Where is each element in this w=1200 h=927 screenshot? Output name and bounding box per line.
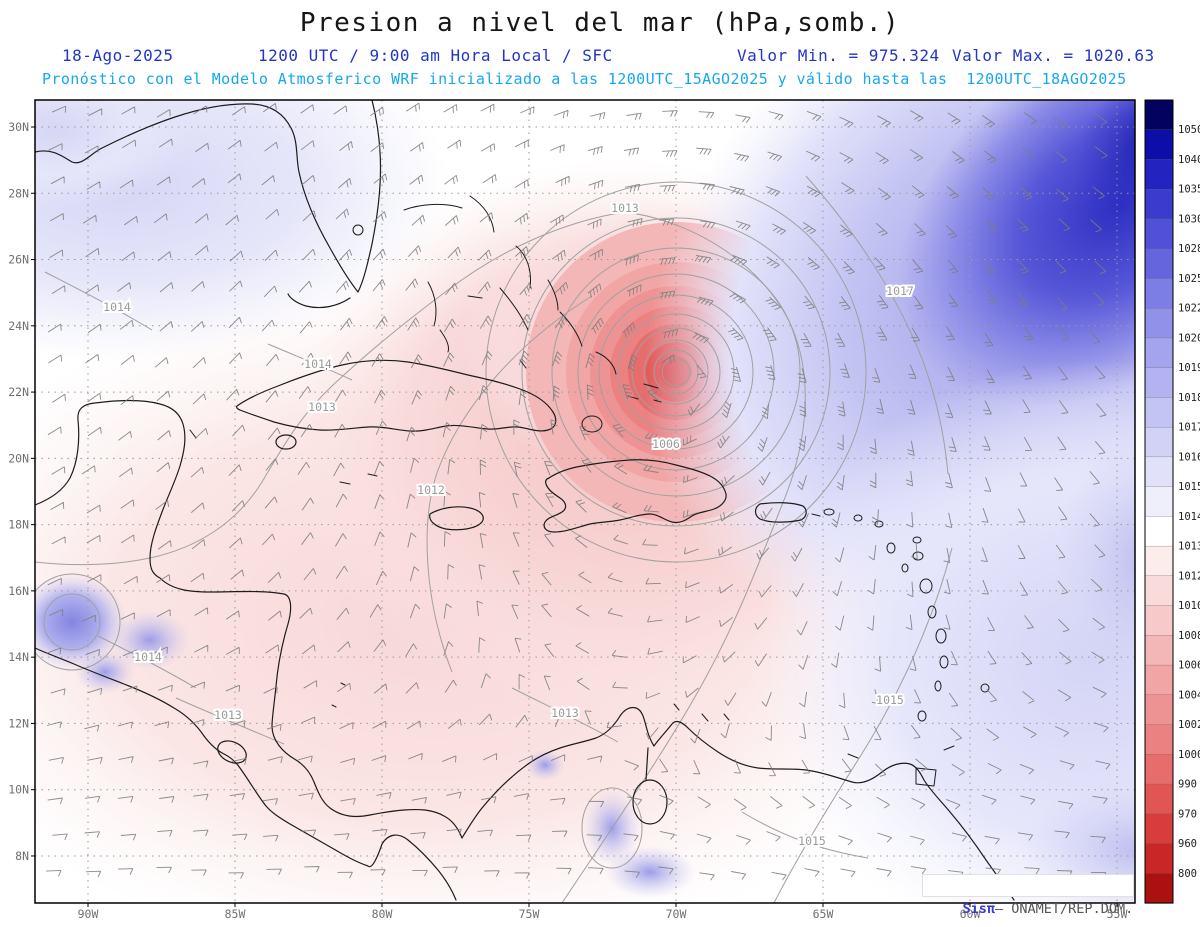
lon-tick-label: 85W [225,907,246,921]
chart-title: Presion a nivel del mar (hPa,somb.) [299,8,901,38]
contour-label: 1015 [876,693,904,707]
wind-barbs [46,102,1111,881]
colorbar: 1050 1040 1035 1030 1028 1025 1022 1020 1019 1018… [1144,99,1200,904]
lon-tick-label: 70W [666,907,687,921]
axis-labels: 90W 85W 80W 75W 70W 65W 60W 55W 30N 28N 26N 24N 22N 2… [8,120,1127,921]
lat-tick-label: 26N [8,253,29,267]
lat-tick-label: 10N [8,783,29,797]
colorbar-tick-label: 1028 [1178,243,1200,255]
contour-label: 1013 [308,400,336,414]
valid-date-label: 18-Ago-2025 [62,46,174,65]
watermark: Sisπ– ONAMET/REP.DOM. [922,874,1134,917]
colorbar-tick-label: 1013 [1178,541,1200,553]
colorbar-tick-label: 1010 [1178,600,1200,612]
coastlines [35,100,1015,901]
lon-tick-label: 55W [1107,907,1128,921]
colorbar-tick-label: 800 [1178,868,1197,880]
colorbar-tick-label: 1002 [1178,719,1200,731]
lat-tick-label: 8N [15,849,29,863]
colorbar-tick-label: 1018 [1178,392,1200,404]
watermark-org: – ONAMET/REP.DOM. [995,901,1134,917]
contour-label: 1017 [886,284,914,298]
contour-label: 1013 [611,201,639,215]
lat-tick-label: 22N [8,385,29,399]
colorbar-tick-label: 990 [1178,779,1197,791]
value-min-label: Valor Min. = 975.324 [737,46,940,65]
lat-tick-label: 14N [8,650,29,664]
contour-label: 1014 [134,650,162,664]
colorbar-tick-label: 1000 [1178,749,1200,761]
watermark-brand: Sisπ [962,901,996,917]
lat-tick-label: 18N [8,518,29,532]
colorbar-tick-label: 1012 [1178,570,1200,582]
colorbar-tick-label: 1004 [1178,689,1200,701]
lat-tick-label: 28N [8,186,29,200]
lat-tick-label: 30N [8,120,29,134]
colorbar-tick-label: 1016 [1178,451,1200,463]
contour-labels: 1013 1017 1014 1014 1013 1006 1012 1014 1013 1013… [101,199,916,850]
contour-label: 1014 [304,357,332,371]
forecast-model-label: Pronóstico con el Modelo Atmosferico WRF… [42,70,1127,88]
lon-tick-label: 60W [960,907,981,921]
lat-tick-label: 16N [8,584,29,598]
colorbar-tick-label: 970 [1178,808,1197,820]
colorbar-tick-label: 960 [1178,838,1197,850]
colorbar-tick-label: 1025 [1178,273,1200,285]
map-border [34,99,1136,904]
contour-label: 1012 [417,483,445,497]
colorbar-tick-label: 1020 [1178,332,1200,344]
lat-tick-label: 20N [8,451,29,465]
colorbar-tick-label: 1019 [1178,362,1200,374]
colorbar-tick-label: 1017 [1178,422,1200,434]
value-max-label: Valor Max. = 1020.63 [952,46,1155,65]
contour-label: 1013 [551,706,579,720]
contour-label: 1015 [798,834,826,848]
colorbar-tick-label: 1040 [1178,154,1200,166]
colorbar-tick-label: 1014 [1178,511,1200,523]
colorbar-tick-label: 1008 [1178,630,1200,642]
colorbar-tick-label: 1022 [1178,303,1200,315]
lat-tick-label: 12N [8,716,29,730]
contour-label: 1013 [214,708,242,722]
latlon-grid [35,100,1135,903]
lesser-antilles [673,508,990,787]
isobar-contours [35,175,953,903]
lon-tick-label: 65W [813,907,834,921]
colorbar-tick-label: 1035 [1178,184,1200,196]
colorbar-tick-label: 1050 [1178,124,1200,136]
contour-label: 1006 [652,437,680,451]
lon-tick-label: 75W [519,907,540,921]
colorbar-tick-label: 1006 [1178,660,1200,672]
contour-label: 1014 [103,300,131,314]
valid-time-label: 1200 UTC / 9:00 am Hora Local / SFC [258,46,613,65]
lat-tick-label: 24N [8,319,29,333]
lon-tick-label: 80W [372,907,393,921]
colorbar-tick-label: 1015 [1178,481,1200,493]
colorbar-tick-label: 1030 [1178,213,1200,225]
florida-keys [287,293,351,309]
lon-tick-label: 90W [78,907,99,921]
